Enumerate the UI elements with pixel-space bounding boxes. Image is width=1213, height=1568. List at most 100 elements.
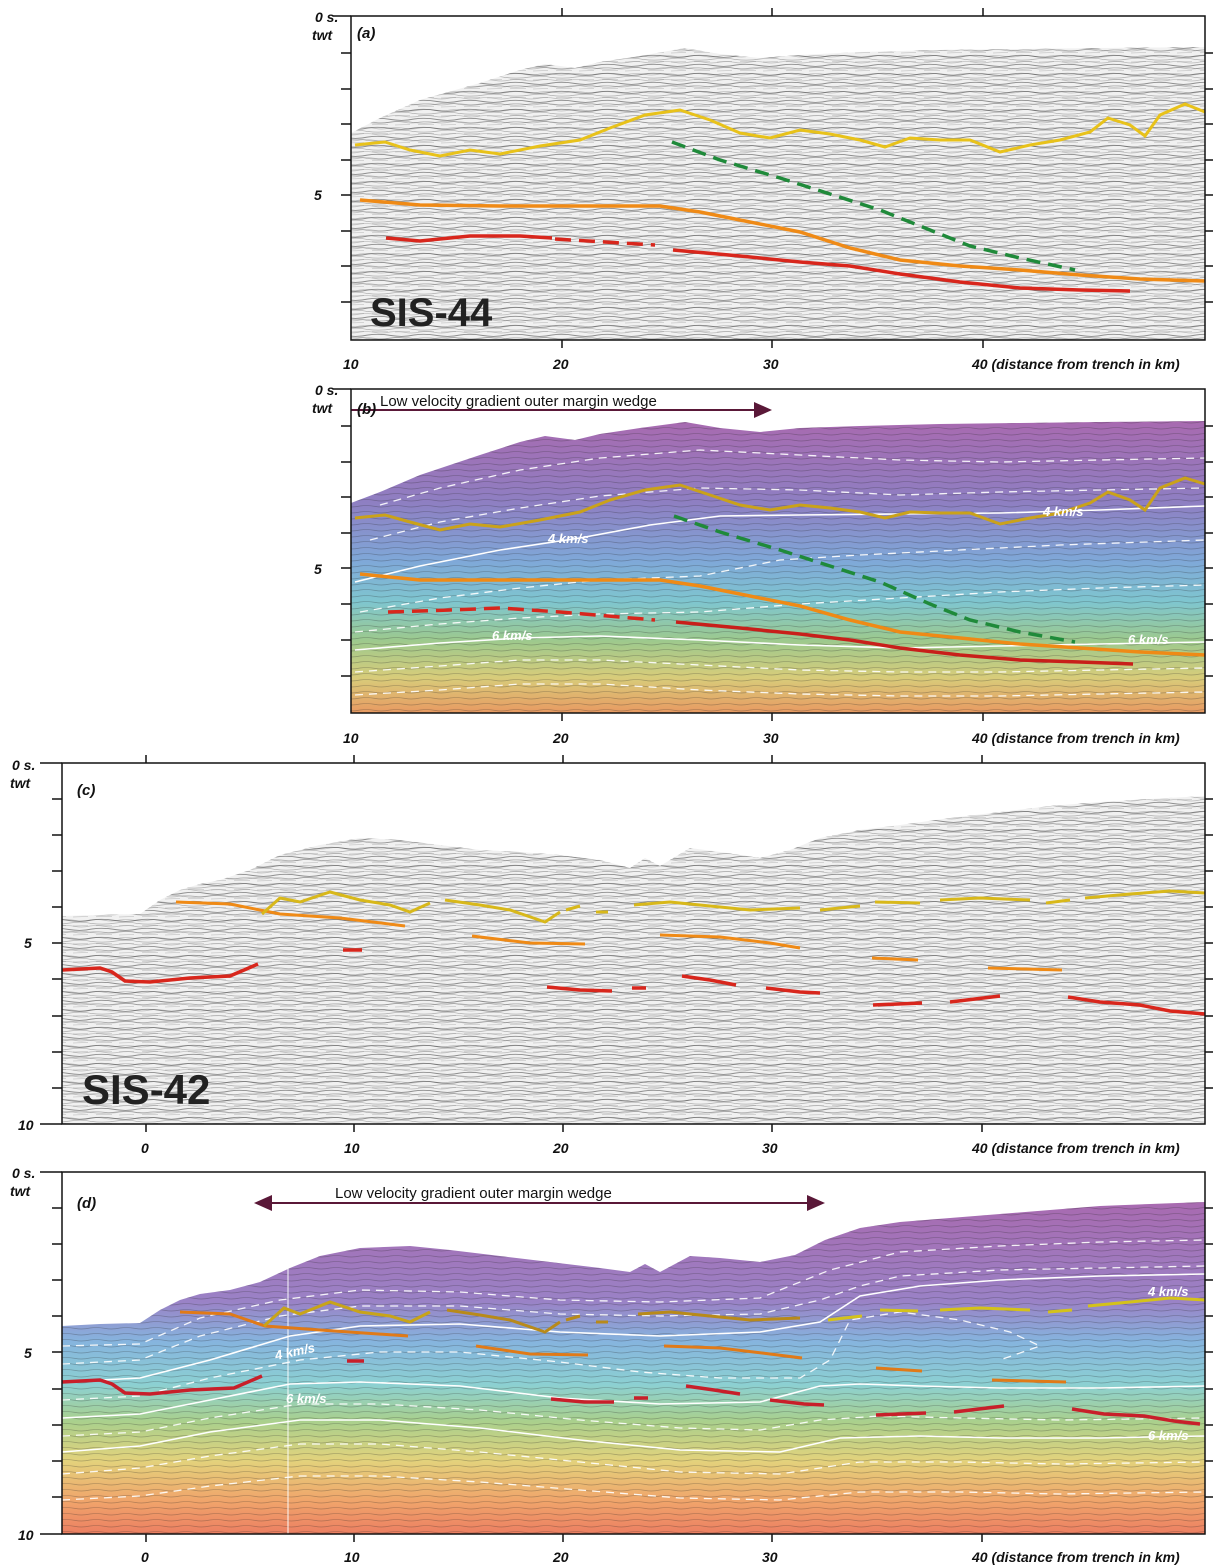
panel-a-x-tick-30: 30 [763, 356, 779, 372]
velocity-label-b-6b: 6 km/s [1128, 632, 1168, 647]
panel-d-x-tick-20: 20 [552, 1549, 569, 1565]
horizon-red-c-1 [61, 962, 259, 984]
panel-b-letter: (b) [357, 401, 376, 418]
panel-c-x-tick-40: 40 (distance from trench in km) [971, 1140, 1180, 1156]
panel-c-y-10: 10 [18, 1117, 34, 1133]
horizon-yellow-c-2 [444, 898, 561, 924]
panel-b-x-tick-10: 10 [343, 730, 359, 746]
panel-d-x-tick-0: 0 [141, 1549, 149, 1565]
panel-d-y-5: 5 [24, 1345, 32, 1361]
panel-d-x-tick-30: 30 [762, 1549, 778, 1565]
panel-a-x-tick-20: 20 [552, 356, 569, 372]
panel-a-y-5: 5 [314, 187, 322, 203]
panel-c-letter: (c) [77, 782, 95, 799]
panel-b-x-tick-30: 30 [763, 730, 779, 746]
panel-a-x-tick-10: 10 [343, 356, 359, 372]
contour-b-2 [369, 487, 1206, 541]
wedge-label-d: Low velocity gradient outer margin wedge [335, 1185, 612, 1202]
contour-b-4kms [354, 505, 1206, 583]
velocity-label-b-6a: 6 km/s [492, 628, 532, 643]
horizon-yellow-d-4 [827, 1296, 1206, 1322]
horizon-red-c-3 [872, 994, 1206, 1016]
panel-c-y-top-label: 0 s. [12, 757, 35, 773]
panel-d-y-10: 10 [18, 1527, 34, 1543]
contour-b-1 [379, 449, 1206, 506]
contour-d-6kms-2 [61, 1419, 1206, 1453]
panel-b-frame [350, 388, 1206, 714]
panel-c-x-tick-10: 10 [344, 1140, 360, 1156]
velocity-label-d-6b: 6 km/s [1148, 1428, 1188, 1443]
horizon-orange-c-2 [471, 934, 586, 946]
horizon-green-a [671, 140, 1076, 272]
contour-b-5 [354, 659, 1206, 673]
panel-c-x-tick-0: 0 [141, 1140, 149, 1156]
panel-a-letter: (a) [357, 25, 375, 42]
horizon-yellow-d-3 [565, 1310, 801, 1324]
panel-b-x-tick-40: 40 (distance from trench in km) [971, 730, 1180, 746]
horizon-red-a-2 [672, 248, 1131, 293]
horizon-red-c-2 [343, 948, 821, 995]
panel-c-line-name: SIS-42 [82, 1066, 210, 1113]
horizon-orange-c-4 [871, 956, 1063, 972]
horizon-orange-b [359, 572, 1206, 657]
panel-a-line-name: SIS-44 [370, 291, 493, 335]
horizon-red-d-1 [61, 1374, 263, 1396]
contour-d-1 [61, 1239, 1206, 1347]
horizon-red-b [675, 620, 1134, 666]
panel-a-y-unit: twt [312, 27, 334, 43]
contour-b-6 [354, 683, 1206, 697]
panel-b-x-tick-20: 20 [552, 730, 569, 746]
panel-d: 4 km/s 4 km/s 6 km/s 6 km/s Low velocity… [10, 1165, 1213, 1565]
velocity-label-d-6a: 6 km/s [286, 1391, 326, 1406]
panel-d-y-unit: twt [10, 1183, 32, 1199]
contour-b-3 [359, 539, 1206, 613]
panel-c-x-tick-20: 20 [552, 1140, 569, 1156]
horizon-orange-c-3 [659, 933, 801, 950]
panel-b: 4 km/s 4 km/s 6 km/s 6 km/s Low velocity… [312, 382, 1213, 746]
panel-c: 0 s. twt 5 10 (c) SIS-42 0 10 20 30 40 (… [10, 755, 1213, 1156]
velocity-label-b-4b: 4 km/s [1042, 504, 1083, 519]
panel-d-y-top-label: 0 s. [12, 1165, 35, 1181]
horizon-yellow-d-2 [446, 1308, 561, 1334]
panel-b-y-5: 5 [314, 561, 322, 577]
panel-d-x-tick-40: 40 (distance from trench in km) [971, 1549, 1180, 1565]
horizon-yellow-a [354, 102, 1206, 158]
horizon-orange-d-2 [475, 1344, 589, 1357]
panel-d-frame [61, 1171, 1206, 1535]
panel-c-y-unit: twt [10, 775, 32, 791]
velocity-label-d-4b: 4 km/s [1147, 1284, 1188, 1299]
panel-c-x-tick-30: 30 [762, 1140, 778, 1156]
panel-a-x-tick-40: 40 (distance from trench in km) [971, 356, 1180, 372]
horizon-red-a-dash [554, 237, 656, 247]
contour-d-4 [61, 1403, 1206, 1437]
horizon-red-b-dash [387, 606, 656, 622]
panel-b-y-top-label: 0 s. [315, 382, 338, 398]
horizon-orange-a [359, 198, 1206, 283]
panel-c-y-5: 5 [24, 935, 32, 951]
horizon-orange-c-1 [175, 900, 406, 928]
horizon-yellow-b [354, 476, 1206, 532]
horizon-red-d-3 [875, 1404, 1201, 1426]
panel-d-x-tick-10: 10 [344, 1549, 360, 1565]
contour-d-2 [61, 1265, 1206, 1365]
contour-d-6kms [61, 1381, 1206, 1419]
horizon-green-b [673, 514, 1076, 644]
horizon-yellow-c-4 [819, 889, 1206, 912]
panel-a-y-top-label: 0 s. [315, 9, 338, 25]
contour-d-3 [61, 1311, 1042, 1401]
contour-d-6 [61, 1475, 1206, 1501]
contour-b-4 [354, 584, 1206, 633]
horizon-orange-d-3 [663, 1344, 803, 1360]
panel-a: 0 s. twt 5 (a) SIS-44 10 20 30 40 (dista… [312, 8, 1213, 372]
horizon-red-a-1 [385, 234, 553, 243]
panel-a-frame [350, 15, 1206, 341]
horizon-yellow-c-3 [565, 900, 801, 914]
horizon-yellow-d-1 [262, 1300, 431, 1328]
horizon-yellow-c-1 [261, 890, 431, 916]
contour-d-4kms [61, 1273, 1206, 1383]
contour-d-5 [61, 1443, 1206, 1475]
velocity-label-b-4a: 4 km/s [547, 531, 588, 546]
panel-d-letter: (d) [77, 1195, 96, 1212]
wedge-label-b: Low velocity gradient outer margin wedge [380, 393, 657, 410]
